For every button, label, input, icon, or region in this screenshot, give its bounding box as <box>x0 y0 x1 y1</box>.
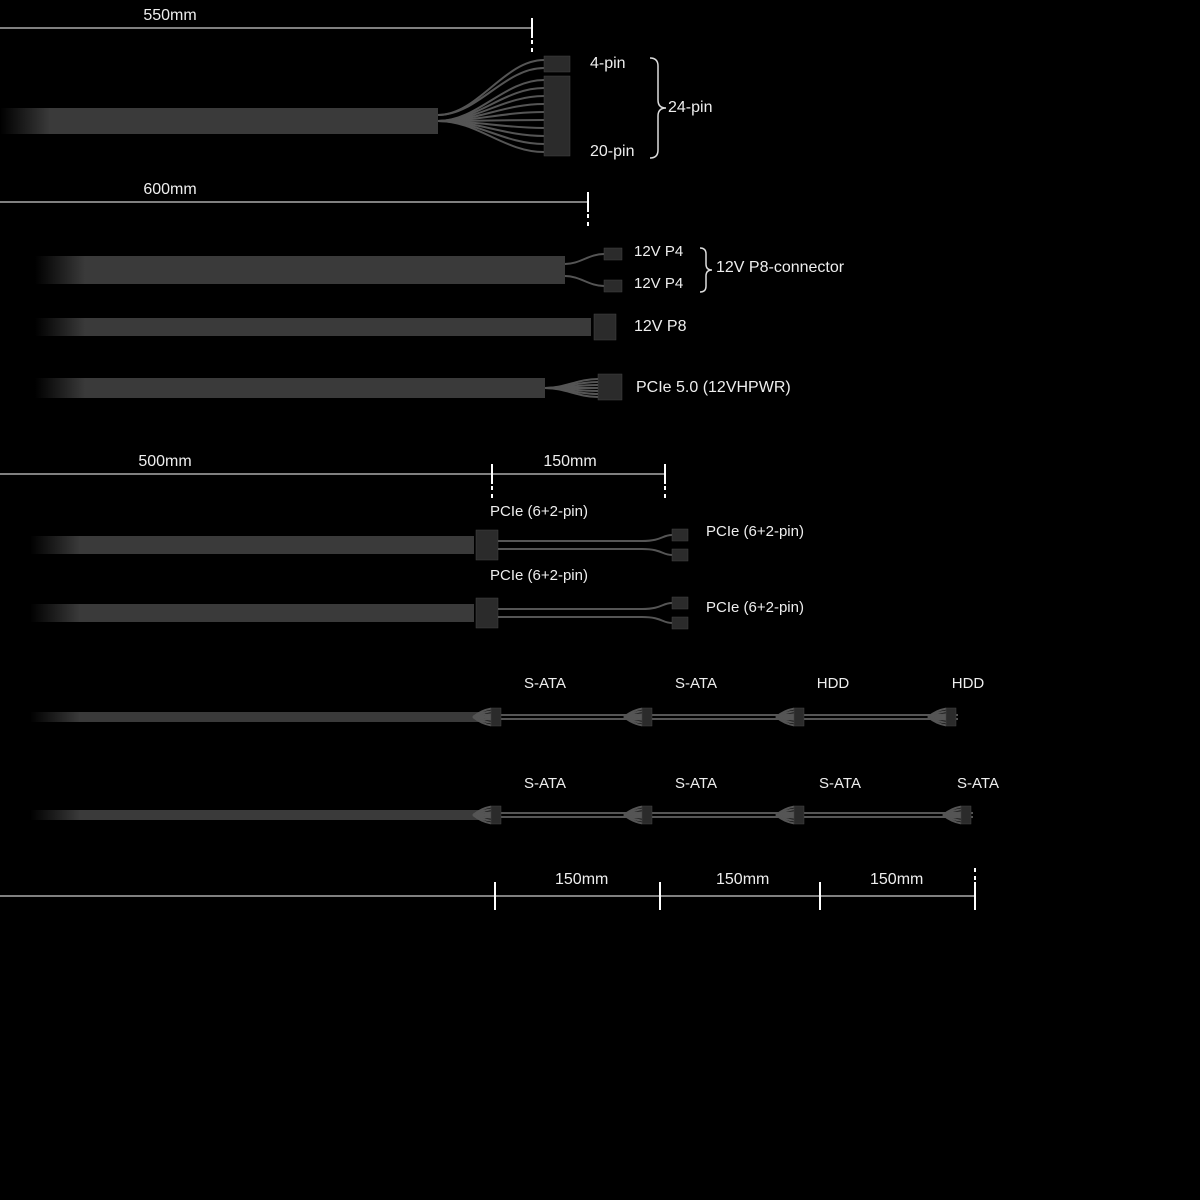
label-peripheral: S-ATA <box>524 675 566 692</box>
connector-pcie-end-bot <box>672 617 688 629</box>
ruler-label: 150mm <box>543 453 596 470</box>
peripheral-cable <box>30 712 485 722</box>
atx-main-cable-body <box>0 108 438 134</box>
label-peripheral: S-ATA <box>819 775 861 792</box>
label-pcie-end: PCIe (6+2-pin) <box>706 599 804 616</box>
 <box>35 256 85 284</box>
connector-pcie-end-top <box>672 597 688 609</box>
label-pcie-end: PCIe (6+2-pin) <box>706 523 804 540</box>
connector-pcie-mid <box>476 530 498 560</box>
pcie-cable <box>30 604 474 622</box>
label-pcie-mid: PCIe (6+2-pin) <box>490 503 588 520</box>
label-20pin: 20-pin <box>590 143 634 160</box>
 <box>35 378 85 398</box>
label-peripheral: S-ATA <box>675 675 717 692</box>
brace-icon <box>650 58 666 158</box>
connector-peripheral <box>491 708 501 726</box>
peripheral-cable <box>30 810 485 820</box>
connector-peripheral <box>961 806 971 824</box>
ruler-label: 150mm <box>716 871 769 888</box>
 <box>30 712 80 722</box>
label-p8-connector: 12V P8-connector <box>716 259 845 276</box>
 <box>30 604 80 622</box>
connector-pcie-end-top <box>672 529 688 541</box>
connector-4pin <box>544 56 570 72</box>
connector-p4-bot <box>604 280 622 292</box>
 <box>30 536 80 554</box>
label-peripheral: S-ATA <box>675 775 717 792</box>
connector-pcie-mid <box>476 598 498 628</box>
connector-p8 <box>594 314 616 340</box>
label-4pin: 4-pin <box>590 55 626 72</box>
label-pcie-mid: PCIe (6+2-pin) <box>490 567 588 584</box>
label-12v-p4: 12V P4 <box>634 243 683 260</box>
label-12v-p8: 12V P8 <box>634 318 687 335</box>
label-24pin: 24-pin <box>668 99 712 116</box>
p4-split-cable <box>35 256 565 284</box>
connector-peripheral <box>642 708 652 726</box>
label-peripheral: S-ATA <box>957 775 999 792</box>
 <box>35 318 85 336</box>
ruler-label: 550mm <box>143 7 196 24</box>
connector-p4-top <box>604 248 622 260</box>
connector-peripheral <box>642 806 652 824</box>
label-peripheral: HDD <box>817 675 850 692</box>
ruler-label: 150mm <box>870 871 923 888</box>
 <box>30 810 80 820</box>
ruler-label: 150mm <box>555 871 608 888</box>
ruler-label: 600mm <box>143 181 196 198</box>
pcie-cable <box>30 536 474 554</box>
connector-peripheral <box>946 708 956 726</box>
connector-pcie-end-bot <box>672 549 688 561</box>
cable-diagram: 550mm 600mm 500mm 150mm 4-pin 20-pin 24-pin 12V… <box>0 0 1200 1200</box>
pcie5-cable <box>35 378 545 398</box>
label-peripheral: HDD <box>952 675 985 692</box>
 <box>0 108 50 134</box>
connector-peripheral <box>794 806 804 824</box>
brace-icon <box>700 248 712 292</box>
connector-12vhpwr <box>598 374 622 400</box>
p8-cable <box>35 318 591 336</box>
label-peripheral: S-ATA <box>524 775 566 792</box>
connector-peripheral <box>794 708 804 726</box>
label-12v-p4: 12V P4 <box>634 275 683 292</box>
connector-20pin <box>544 76 570 156</box>
ruler-label: 500mm <box>138 453 191 470</box>
connector-peripheral <box>491 806 501 824</box>
label-pcie5: PCIe 5.0 (12VHPWR) <box>636 379 791 396</box>
